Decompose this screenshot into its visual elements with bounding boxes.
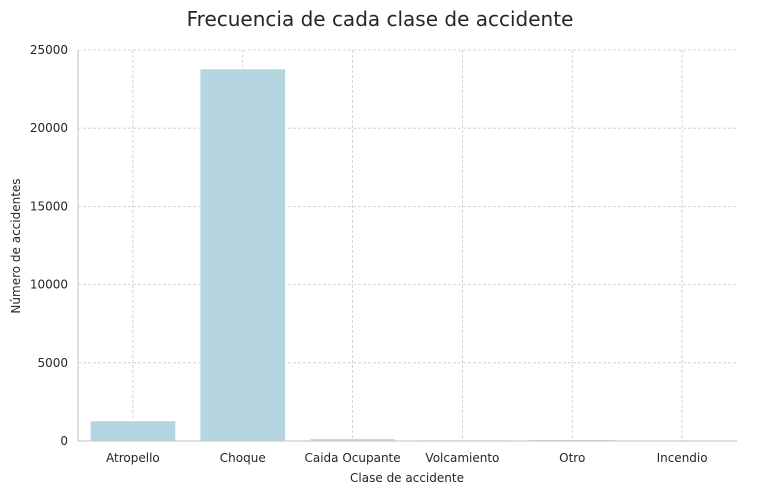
x-tick-label: Incendio: [657, 451, 708, 465]
x-tick-labels: Atropello Choque Caida Ocupante Volcamiento…: [106, 451, 708, 465]
x-tick-label: Atropello: [106, 451, 160, 465]
y-tick-label: 25000: [30, 43, 68, 57]
y-tick-label: 15000: [30, 199, 68, 213]
y-tick-label: 10000: [30, 278, 68, 292]
bar-choque: [200, 69, 286, 441]
bar-atropello: [90, 421, 176, 441]
chart-title: Frecuencia de cada clase de accidente: [187, 7, 574, 31]
y-tick-label: 20000: [30, 121, 68, 135]
axes: [78, 50, 737, 441]
y-tick-label: 5000: [37, 356, 68, 370]
y-tick-labels: 0 5000 10000 15000 20000 25000: [30, 43, 68, 448]
grid-lines: [78, 50, 737, 441]
x-tick-label: Volcamiento: [425, 451, 499, 465]
x-tick-label: Caida Ocupante: [304, 451, 400, 465]
y-axis-label: Número de accidentes: [9, 178, 23, 313]
y-tick-label: 0: [60, 434, 68, 448]
bars: [90, 69, 725, 441]
x-axis-label: Clase de accidente: [350, 471, 464, 485]
x-tick-label: Choque: [220, 451, 266, 465]
x-tick-label: Otro: [559, 451, 585, 465]
